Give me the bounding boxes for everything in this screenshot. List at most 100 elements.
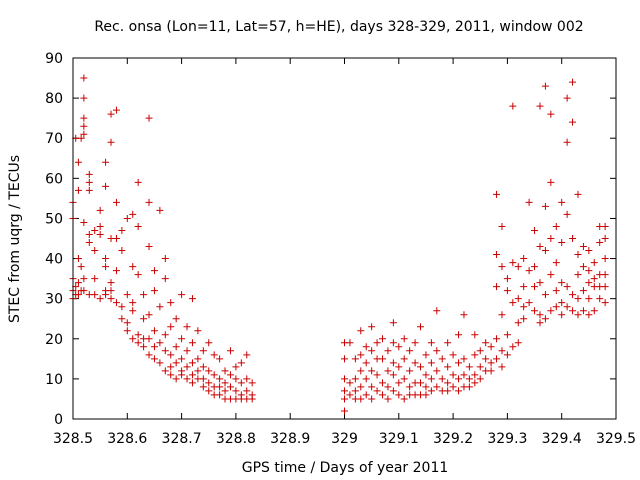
data-point [178, 335, 186, 343]
y-tick-label: 30 [45, 292, 63, 308]
data-point [129, 335, 137, 343]
y-axis-ticks: 0 10 20 30 40 50 60 70 80 90 [45, 51, 616, 428]
data-point [476, 347, 484, 355]
data-point [194, 327, 202, 335]
data-point [156, 303, 164, 311]
data-point [422, 391, 430, 399]
data-point [525, 299, 533, 307]
data-point [102, 182, 110, 190]
data-point [493, 355, 501, 363]
data-point [145, 335, 153, 343]
data-point [569, 291, 577, 299]
data-point [520, 255, 528, 263]
data-point [514, 263, 522, 271]
data-point [216, 391, 224, 399]
data-point [389, 359, 397, 367]
data-point [520, 315, 528, 323]
data-point [536, 243, 544, 251]
data-point [351, 387, 359, 395]
data-point [379, 335, 387, 343]
data-point [80, 130, 88, 138]
data-point [411, 339, 419, 347]
y-tick-label: 60 [45, 171, 63, 187]
data-point [134, 271, 142, 279]
data-point [172, 375, 180, 383]
data-point [346, 339, 354, 347]
data-point [341, 407, 348, 415]
data-point [199, 347, 207, 355]
data-point [107, 295, 115, 303]
data-point [112, 299, 120, 307]
data-point [596, 239, 604, 247]
data-point [178, 291, 186, 299]
x-axis-title: GPS time / Days of year 2011 [242, 460, 449, 476]
data-point [85, 186, 93, 194]
data-point [357, 351, 365, 359]
data-point [107, 287, 115, 295]
data-point [525, 198, 533, 206]
data-point [509, 343, 517, 351]
data-point [368, 395, 376, 403]
data-point [172, 315, 180, 323]
data-point [558, 279, 566, 287]
data-point [406, 367, 414, 375]
x-tick-label: 329 [331, 431, 358, 447]
data-point [226, 383, 234, 391]
data-point [579, 263, 587, 271]
data-point [476, 363, 484, 371]
data-point [547, 307, 555, 315]
data-point [134, 339, 142, 347]
data-point [183, 363, 191, 371]
data-point [80, 218, 88, 226]
data-point [205, 387, 213, 395]
data-point [574, 271, 582, 279]
data-point [541, 315, 549, 323]
data-point [102, 255, 110, 263]
data-point [96, 295, 104, 303]
data-point [471, 379, 479, 387]
data-point [482, 339, 490, 347]
data-point [433, 367, 441, 375]
data-point [417, 363, 425, 371]
data-point [210, 351, 218, 359]
data-point [427, 375, 435, 383]
data-point [243, 351, 251, 359]
x-tick-label: 328.6 [107, 431, 147, 447]
data-point [199, 363, 207, 371]
data-point [188, 379, 196, 387]
data-point [552, 287, 560, 295]
data-point [368, 347, 376, 355]
data-point [487, 343, 495, 351]
data-point [406, 347, 414, 355]
data-point [362, 343, 370, 351]
data-point [232, 375, 240, 383]
data-point [172, 343, 180, 351]
data-point [145, 114, 153, 122]
data-point [85, 170, 93, 178]
data-point [471, 351, 479, 359]
data-point [400, 335, 408, 343]
data-point [460, 311, 468, 319]
data-point [509, 299, 517, 307]
data-point [444, 387, 452, 395]
data-point [341, 375, 348, 383]
data-point [552, 222, 560, 230]
data-point [503, 351, 511, 359]
data-point [357, 383, 365, 391]
data-point [389, 371, 397, 379]
data-point [80, 122, 88, 130]
data-point [341, 387, 348, 395]
data-point [199, 383, 207, 391]
plot-frame [72, 57, 617, 420]
data-point [384, 347, 392, 355]
data-point [487, 367, 495, 375]
data-point [563, 283, 571, 291]
data-point [362, 375, 370, 383]
data-point [199, 375, 207, 383]
data-point [351, 375, 359, 383]
y-tick-label: 90 [45, 51, 63, 67]
data-point [379, 355, 387, 363]
data-point [112, 106, 120, 114]
y-tick-label: 50 [45, 211, 63, 227]
data-point [156, 339, 164, 347]
